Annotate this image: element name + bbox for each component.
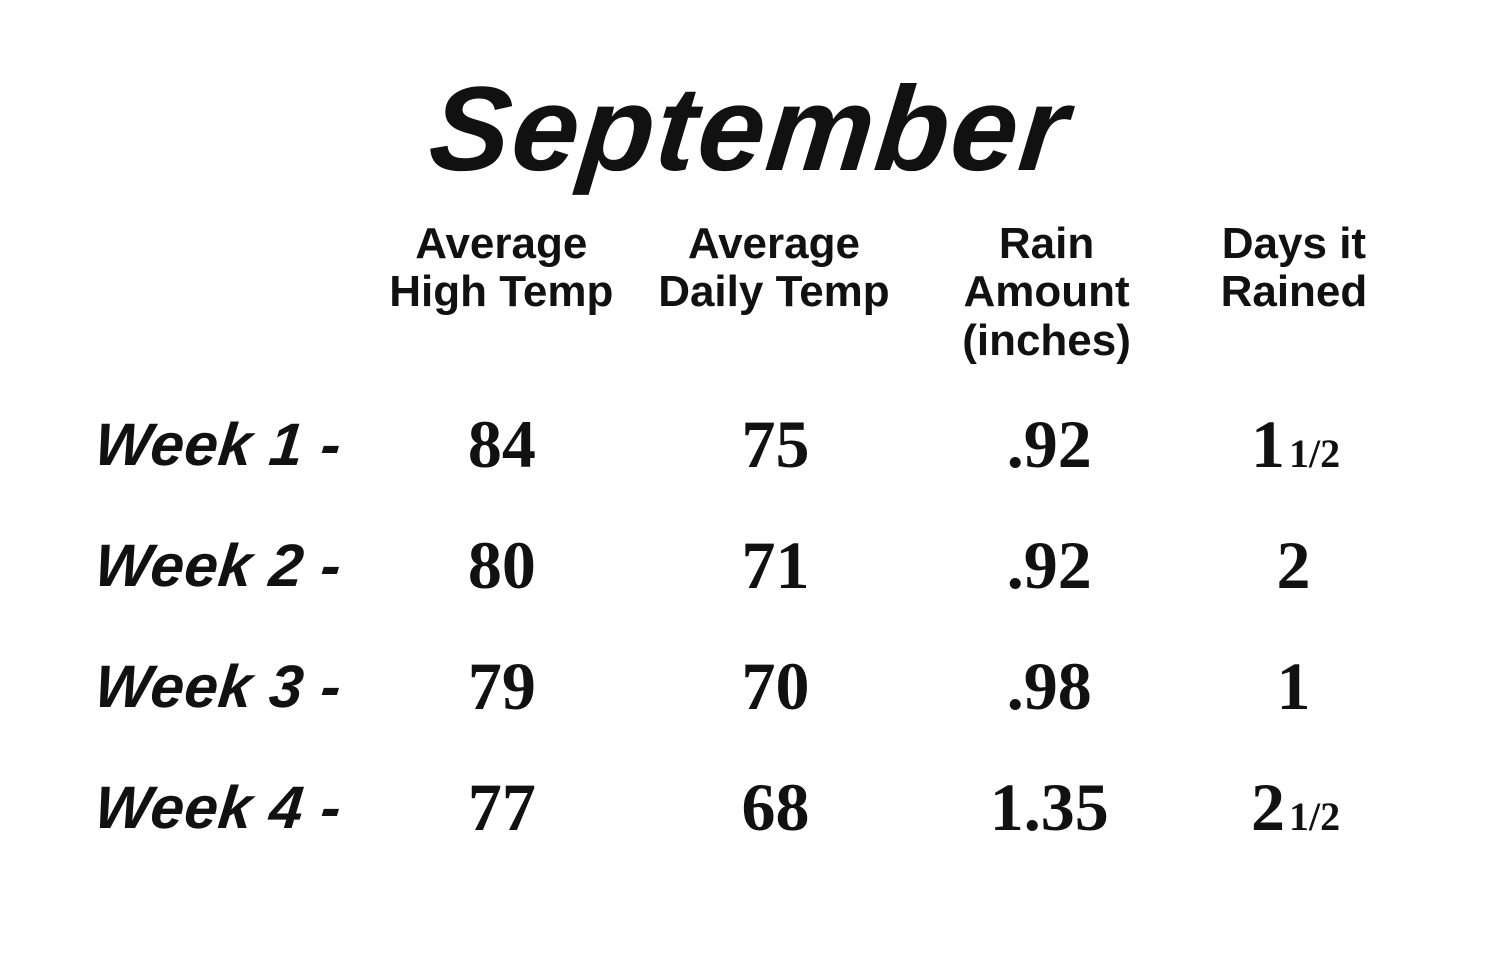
cell-daily-temp: 75 — [639, 405, 913, 484]
cell-daily-temp: 68 — [639, 768, 913, 847]
days-main: 1 — [1251, 406, 1285, 482]
cell-days-rained: 21/2 — [1186, 768, 1405, 847]
header-line: Average — [688, 219, 860, 268]
cell-rain-amount: .92 — [912, 526, 1186, 605]
table-row: Week 3 - 79 70 .98 1 — [95, 647, 1405, 726]
header-line: Rained — [1221, 267, 1368, 316]
cell-high-temp: 84 — [365, 405, 639, 484]
header-line: (inches) — [962, 316, 1131, 365]
cell-rain-amount: 1.35 — [912, 768, 1186, 847]
days-frac: 1/2 — [1289, 794, 1340, 839]
cell-daily-temp: 70 — [639, 647, 913, 726]
weather-table: Average High Temp Average Daily Temp Rai… — [95, 220, 1405, 889]
table-row: Week 2 - 80 71 .92 2 — [95, 526, 1405, 605]
cell-days-rained: 11/2 — [1186, 405, 1405, 484]
cell-rain-amount: .92 — [912, 405, 1186, 484]
cell-days-rained: 2 — [1186, 526, 1405, 605]
cell-daily-temp: 71 — [639, 526, 913, 605]
table-header-row: Average High Temp Average Daily Temp Rai… — [95, 220, 1405, 365]
header-line: Average — [415, 219, 587, 268]
cell-rain-amount: .98 — [912, 647, 1186, 726]
row-label: Week 4 - — [91, 773, 368, 842]
cell-high-temp: 80 — [365, 526, 639, 605]
days-main: 2 — [1277, 527, 1311, 603]
header-daily-temp: Average Daily Temp — [638, 220, 911, 365]
cell-high-temp: 77 — [365, 768, 639, 847]
header-line: High Temp — [389, 267, 613, 316]
header-high-temp: Average High Temp — [365, 220, 638, 365]
table-row: Week 1 - 84 75 .92 11/2 — [95, 405, 1405, 484]
row-label: Week 2 - — [91, 531, 368, 600]
header-days-rained: Days it Rained — [1183, 220, 1405, 365]
row-label: Week 1 - — [91, 410, 368, 479]
days-main: 2 — [1251, 769, 1285, 845]
days-frac: 1/2 — [1289, 431, 1340, 476]
cell-days-rained: 1 — [1186, 647, 1405, 726]
table-row: Week 4 - 77 68 1.35 21/2 — [95, 768, 1405, 847]
days-main: 1 — [1277, 648, 1311, 724]
page-title: September — [0, 60, 1500, 198]
cell-high-temp: 79 — [365, 647, 639, 726]
header-line: Days it — [1222, 219, 1366, 268]
row-label: Week 3 - — [91, 652, 368, 721]
header-line: Daily Temp — [658, 267, 889, 316]
header-rain-amount: Rain Amount (inches) — [910, 220, 1183, 365]
weather-table-page: September Average High Temp Average Dail… — [0, 0, 1500, 970]
header-spacer — [95, 220, 365, 365]
header-line: Rain Amount — [963, 219, 1129, 316]
